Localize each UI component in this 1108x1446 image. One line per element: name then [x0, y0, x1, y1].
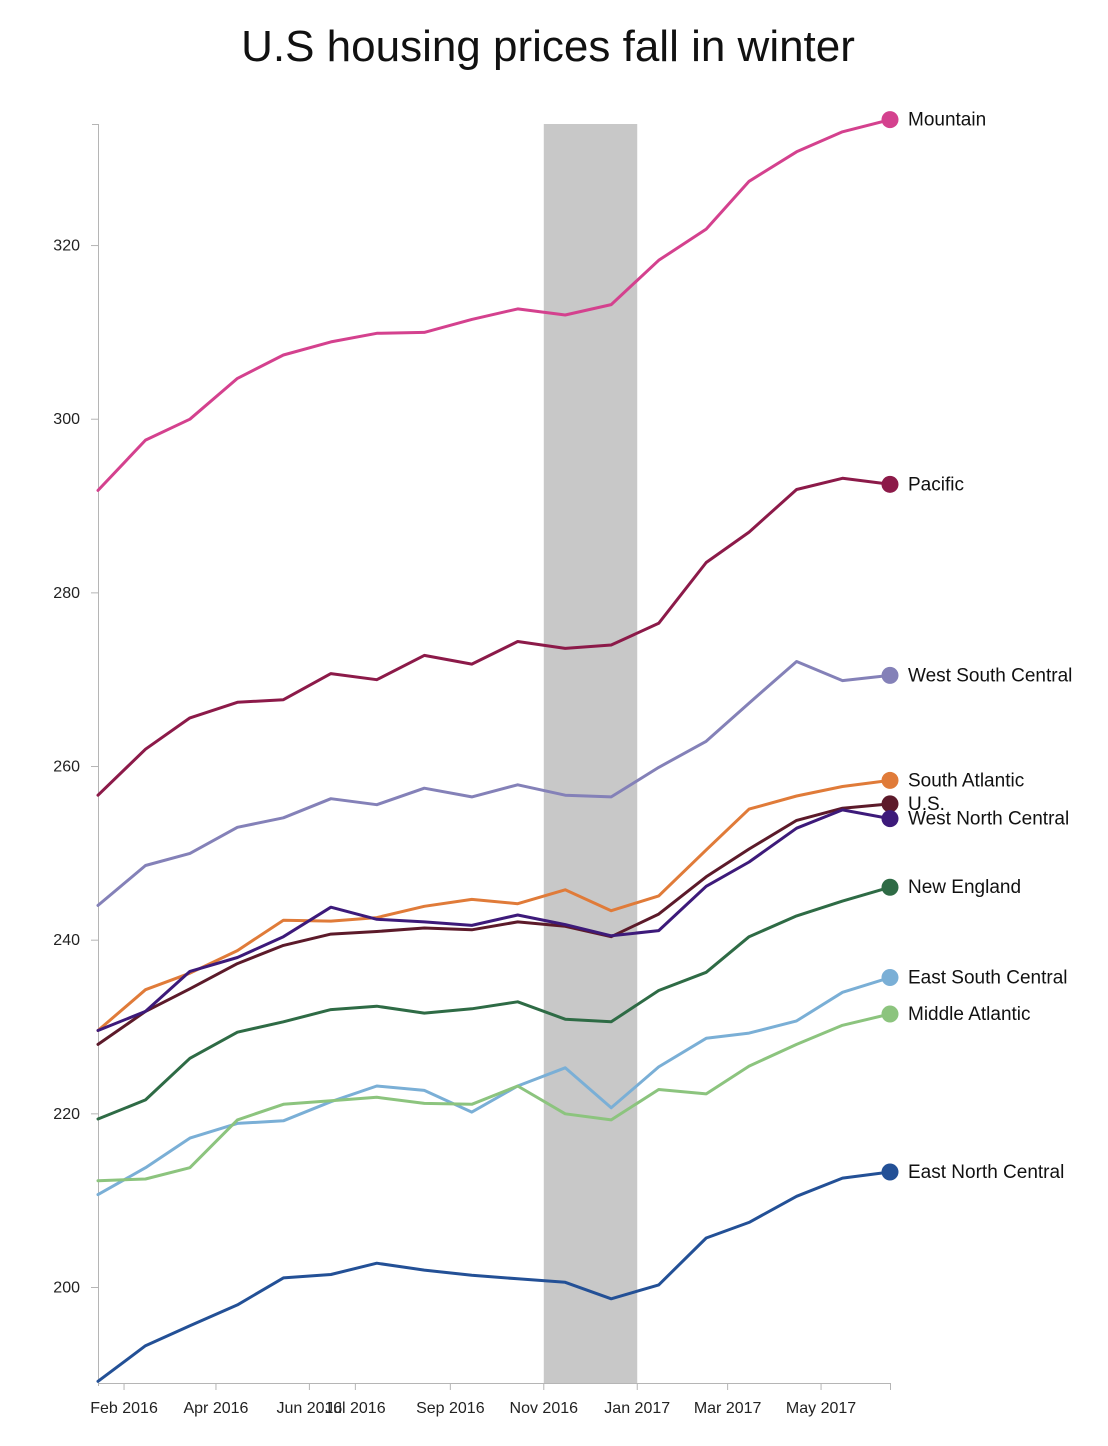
series-line-mountain	[96, 118, 892, 492]
y-tick-label: 320	[53, 238, 80, 255]
series-line-east-south-central	[96, 976, 892, 1197]
y-tick-label: 240	[53, 932, 80, 949]
y-tick-label: 280	[53, 585, 80, 602]
series-end-marker-south-atlantic	[881, 771, 899, 789]
series-line-west-north-central	[96, 808, 892, 1032]
series-label-middle-atlantic: Middle Atlantic	[908, 1004, 1031, 1025]
series-label-new-england: New England	[908, 877, 1021, 898]
x-tick-label: Nov 2016	[510, 1400, 579, 1417]
series-end-marker-middle-atlantic	[881, 1005, 899, 1023]
axis-layer: 200 220 240 260 280 300 320 Feb 2016 Apr 2016 Jun…	[53, 124, 891, 1417]
highlight-layer	[543, 124, 638, 1383]
series-line-east-north-central	[96, 1170, 892, 1383]
winter-highlight-band	[543, 124, 638, 1383]
series-line-middle-atlantic	[96, 1012, 892, 1183]
y-tick-label: 300	[53, 411, 80, 428]
x-tick-label: Sep 2016	[416, 1400, 485, 1417]
x-tick-label: Jan 2017	[604, 1400, 670, 1417]
series-label-pacific: Pacific	[908, 474, 964, 495]
series-label-east-south-central: East South Central	[908, 968, 1067, 989]
series-end-marker-pacific	[881, 475, 899, 493]
series-end-marker-u-s	[881, 795, 899, 813]
x-tick-label: Jun 2016	[276, 1400, 342, 1417]
series-layer	[96, 118, 892, 1383]
series-line-u-s	[96, 802, 892, 1046]
series-label-south-atlantic: South Atlantic	[908, 770, 1024, 791]
label-layer: Mountain Pacific West South Central South A…	[881, 110, 1072, 1183]
series-label-mountain: Mountain	[908, 110, 986, 131]
series-end-marker-east-south-central	[881, 969, 899, 987]
series-label-east-north-central: East North Central	[908, 1162, 1064, 1183]
series-line-west-south-central	[96, 660, 892, 907]
series-label-u-s: U.S.	[908, 794, 945, 815]
x-tick-label: Apr 2016	[183, 1400, 248, 1417]
x-tick-label: Mar 2017	[694, 1400, 762, 1417]
y-tick-label: 220	[53, 1106, 80, 1123]
y-tick-label: 260	[53, 759, 80, 776]
x-tick-label: May 2017	[786, 1400, 856, 1417]
series-line-new-england	[96, 885, 892, 1121]
x-tick-label: Feb 2016	[90, 1400, 158, 1417]
series-label-west-north-central: West North Central	[908, 809, 1069, 830]
chart-title: U.S housing prices fall in winter	[241, 22, 855, 71]
series-line-pacific	[96, 476, 892, 797]
series-end-marker-new-england	[881, 878, 899, 896]
series-end-marker-west-south-central	[881, 666, 899, 684]
series-label-west-south-central: West South Central	[908, 665, 1072, 686]
x-tick-label: Jul 2016	[325, 1400, 386, 1417]
series-end-marker-east-north-central	[881, 1163, 899, 1181]
y-tick-label: 200	[53, 1279, 80, 1296]
series-end-marker-west-north-central	[881, 810, 899, 828]
series-end-marker-mountain	[881, 111, 899, 129]
series-line-south-atlantic	[96, 778, 892, 1032]
